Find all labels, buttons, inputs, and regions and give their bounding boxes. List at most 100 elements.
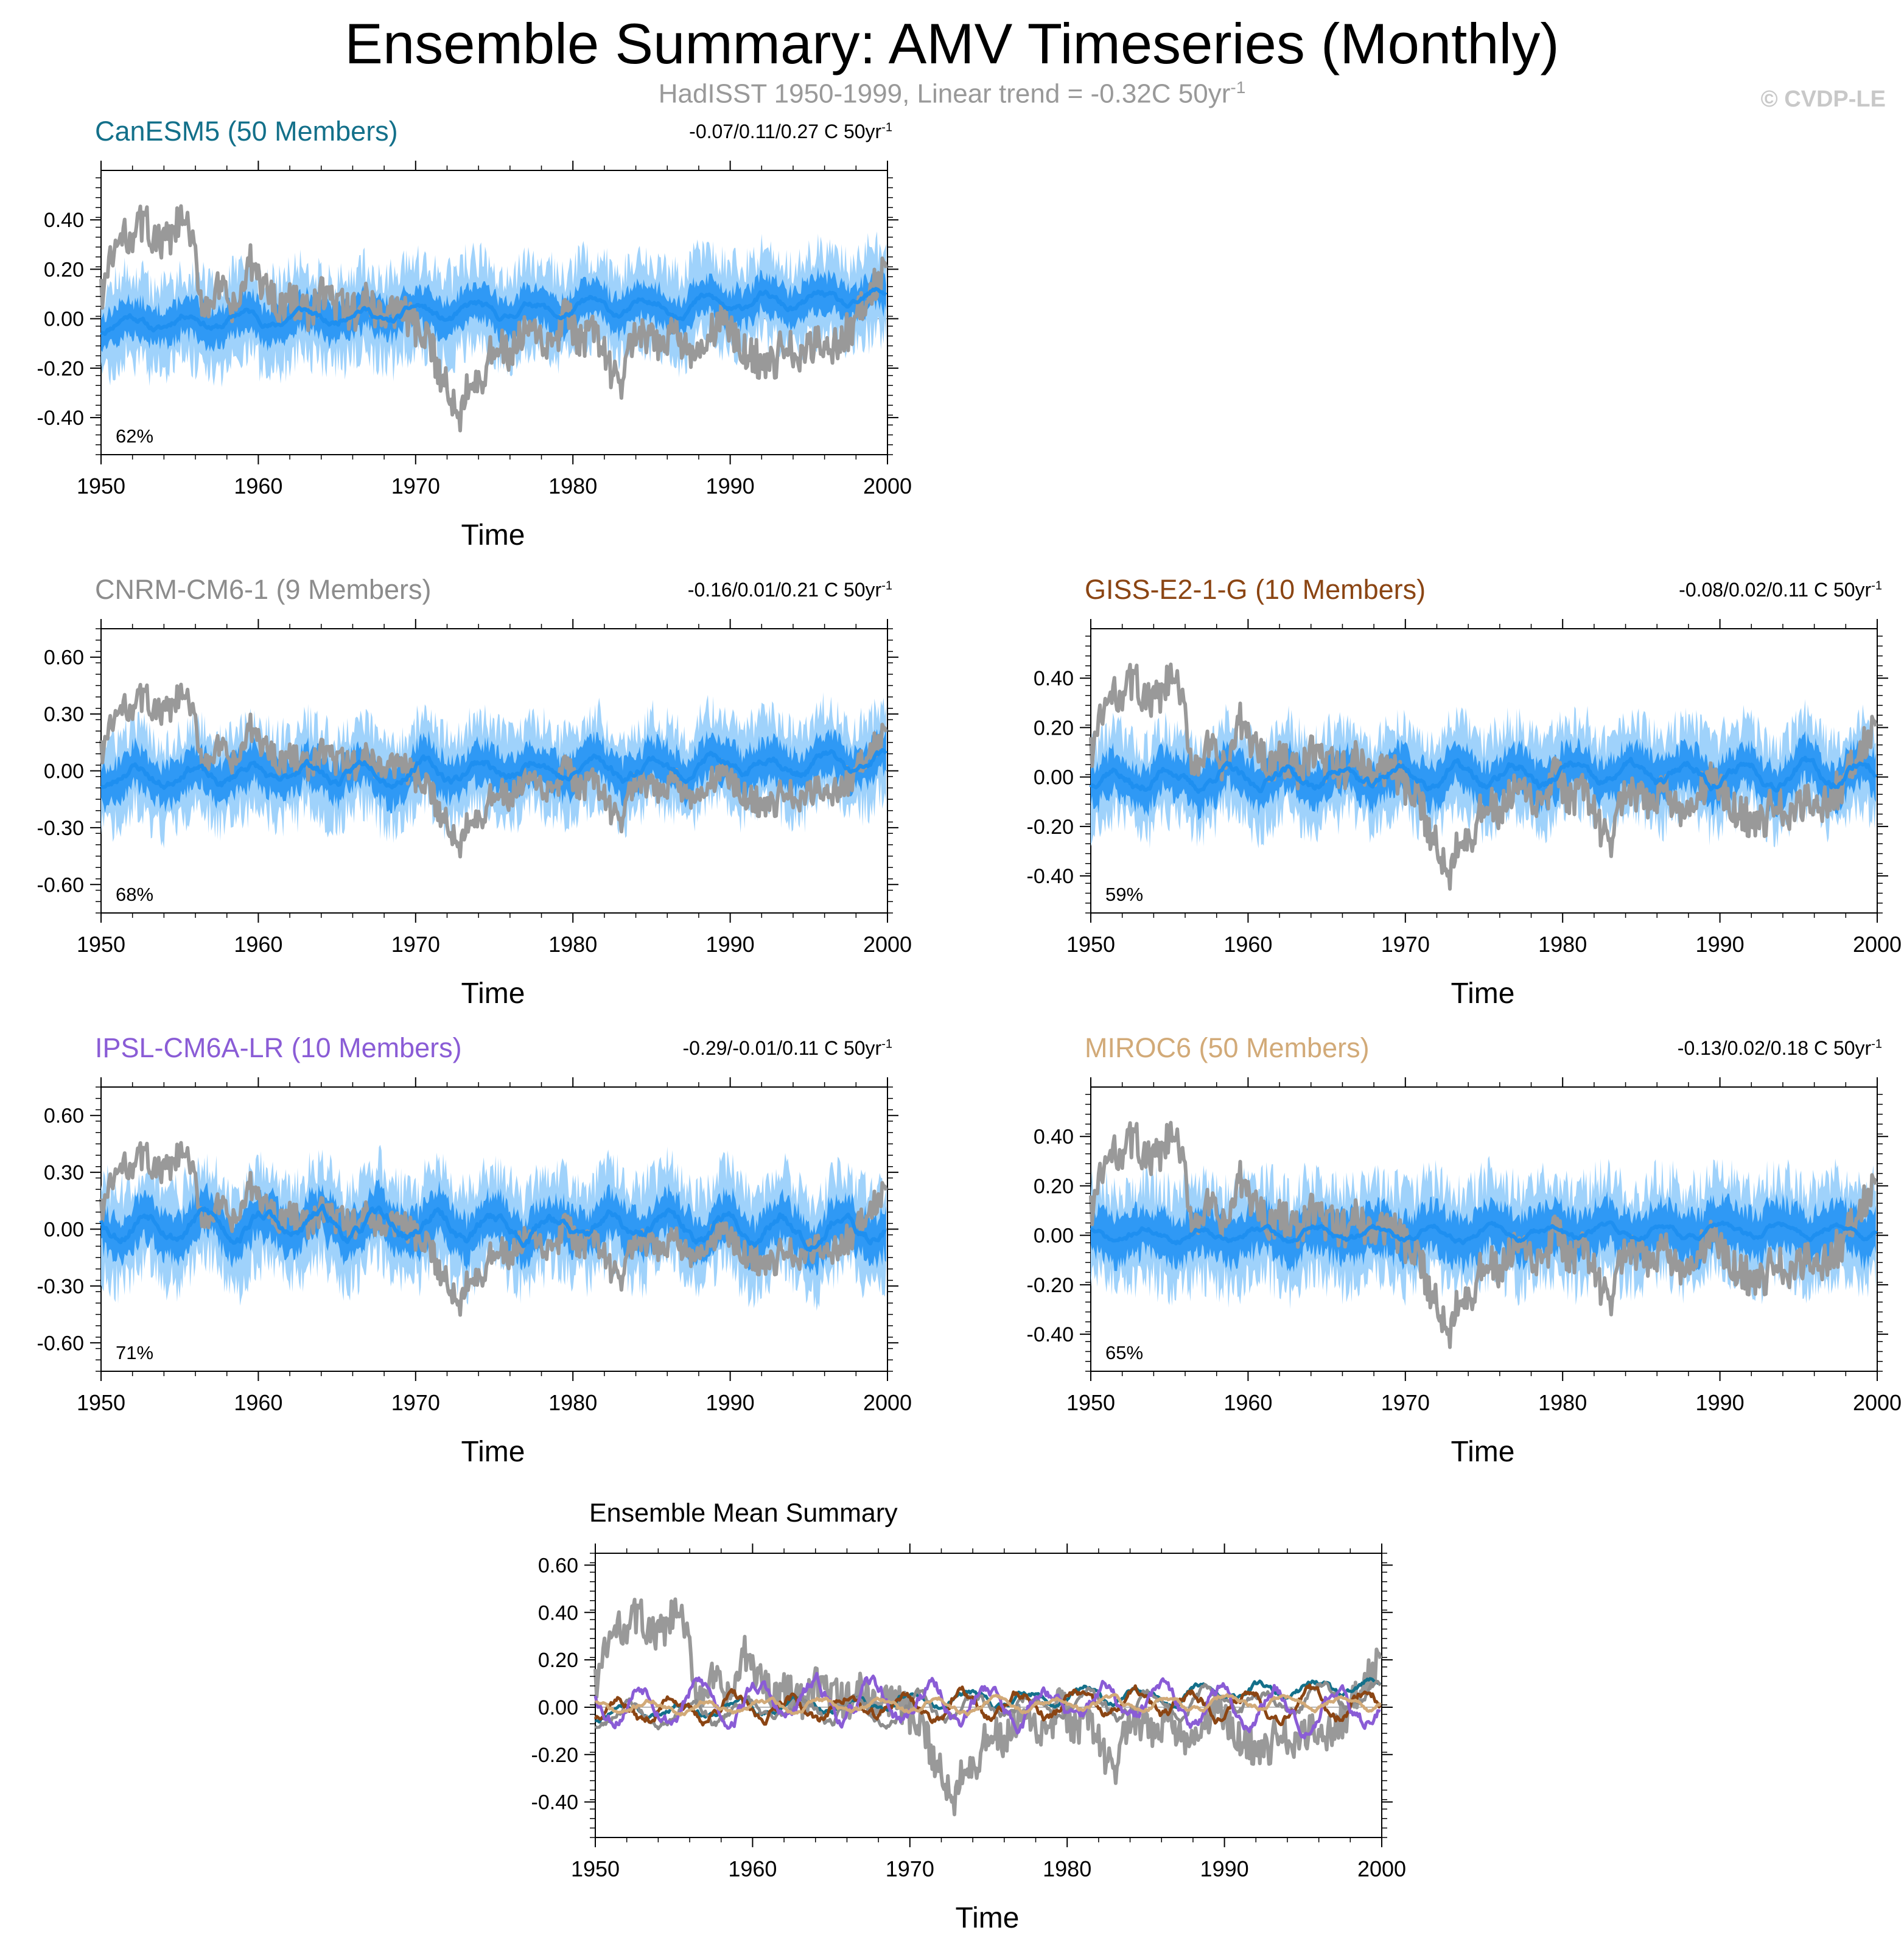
trend-text-cnrm: -0.16/0.01/0.21 C 50yr xyxy=(687,579,882,601)
y-tick-label: -0.40 xyxy=(1027,865,1074,888)
panel-giss: 1950 1960 1970 1980 1990 2000 -0.40 -0.20 0.00 0.… xyxy=(990,574,1904,1012)
y-tick-label: 0.60 xyxy=(44,1105,84,1128)
y-tick-label: 0.00 xyxy=(1034,1225,1074,1248)
trend-text-miroc6: -0.13/0.02/0.18 C 50yr xyxy=(1677,1037,1872,1059)
percent-label: 62% xyxy=(116,425,153,447)
x-tick-label: 1980 xyxy=(548,474,597,498)
x-tick-label: 1990 xyxy=(706,474,755,498)
x-tick-label: 1980 xyxy=(1043,1856,1091,1881)
y-tick-label: 0.00 xyxy=(44,1218,84,1242)
panel-title-giss: GISS-E2-1-G (10 Members) xyxy=(1085,574,1426,605)
trend-exp-miroc6: -1 xyxy=(1871,1037,1882,1051)
x-tick-label: 1970 xyxy=(1381,932,1430,957)
y-tick-label: 0.00 xyxy=(538,1696,578,1719)
trend-text-giss: -0.08/0.02/0.11 C 50yr xyxy=(1679,579,1872,601)
y-tick-label: 0.60 xyxy=(538,1554,578,1577)
panel-title-canesm5: CanESM5 (50 Members) xyxy=(95,116,398,147)
x-tick-label: 1950 xyxy=(77,474,125,498)
y-tick-label: -0.20 xyxy=(1027,1274,1074,1297)
y-tick-label: 0.30 xyxy=(44,1161,84,1184)
percent-label: 59% xyxy=(1105,884,1143,905)
chart-miroc6: 1950 1960 1970 1980 1990 2000 -0.40 -0.20 0.00 0.… xyxy=(1027,1077,1902,1468)
panel-ipsl: 1950 1960 1970 1980 1990 2000 -0.60 -0.30 0.00 0.… xyxy=(0,1032,937,1470)
y-tick-label: 0.00 xyxy=(44,308,84,331)
y-tick-label: -0.40 xyxy=(37,407,85,430)
y-tick-label: 0.20 xyxy=(538,1649,578,1672)
x-tick-label: 1980 xyxy=(548,932,597,957)
x-tick-label: 2000 xyxy=(1853,932,1902,957)
percent-label: 65% xyxy=(1105,1342,1143,1363)
trend-text-canesm5: -0.07/0.11/0.27 C 50yr xyxy=(689,121,882,142)
x-tick-label: 1960 xyxy=(1223,1390,1272,1415)
x-axis-label: Time xyxy=(956,1902,1020,1934)
hadisst-obs-line xyxy=(99,682,888,859)
model-mean-line-ipsl-cm6a-lr xyxy=(593,1671,1381,1739)
y-tick-label: -0.40 xyxy=(1027,1323,1074,1346)
y-tick-label: 0.60 xyxy=(44,646,84,670)
x-tick-label: 1970 xyxy=(886,1856,934,1881)
y-tick-label: -0.40 xyxy=(531,1791,579,1814)
x-tick-label: 1970 xyxy=(391,1390,440,1415)
x-tick-label: 1950 xyxy=(77,932,125,957)
x-tick-label: 1990 xyxy=(1696,932,1745,957)
trend-text-ipsl: -0.29/-0.01/0.11 C 50yr xyxy=(682,1037,882,1059)
y-tick-label: -0.20 xyxy=(531,1744,579,1767)
x-tick-label: 1990 xyxy=(706,932,755,957)
x-axis-label: Time xyxy=(461,977,525,1010)
trend-label-miroc6: -0.13/0.02/0.18 C 50yr-1 xyxy=(1678,1037,1882,1060)
ensemble-mean-line xyxy=(1089,755,1878,794)
y-tick-label: 0.40 xyxy=(44,209,84,232)
percent-label: 68% xyxy=(116,884,153,905)
x-tick-label: 1950 xyxy=(77,1390,125,1415)
hadisst-obs-line xyxy=(99,1141,888,1317)
x-tick-label: 2000 xyxy=(1357,1856,1406,1881)
x-tick-label: 1980 xyxy=(1538,1390,1587,1415)
panel-canesm5: 1950 1960 1970 1980 1990 2000 -0.40 -0.20 0.00 0.… xyxy=(0,116,937,554)
panel-title-summary: Ensemble Mean Summary xyxy=(589,1498,898,1528)
y-tick-label: 0.00 xyxy=(1034,766,1074,789)
cvdp-watermark: © CVDP-LE xyxy=(1760,86,1886,112)
x-tick-label: 1950 xyxy=(571,1856,620,1881)
model-mean-line-canesm5 xyxy=(594,1677,1382,1724)
x-tick-label: 1970 xyxy=(391,474,440,498)
x-tick-label: 1980 xyxy=(1538,932,1587,957)
trend-label-cnrm: -0.16/0.01/0.21 C 50yr-1 xyxy=(688,579,892,601)
panel-ensemble-mean-summary: 1950 1960 1970 1980 1990 2000 -0.40 -0.20 0.00 0.… xyxy=(494,1498,1432,1937)
hadisst-obs-line xyxy=(1089,662,1878,891)
hadisst-obs-line xyxy=(99,204,888,433)
y-tick-label: -0.30 xyxy=(37,1275,85,1298)
subtitle-exponent: -1 xyxy=(1230,78,1246,97)
x-tick-label: 1970 xyxy=(1381,1390,1430,1415)
ensemble-range-inner-band xyxy=(101,1178,886,1276)
x-tick-label: 1970 xyxy=(391,932,440,957)
x-axis-label: Time xyxy=(1451,977,1515,1010)
x-tick-label: 2000 xyxy=(1853,1390,1902,1415)
y-tick-label: -0.20 xyxy=(37,357,85,380)
ensemble-mean-line xyxy=(1090,1220,1878,1246)
x-tick-label: 1990 xyxy=(1200,1856,1249,1881)
x-axis-label: Time xyxy=(461,1436,525,1468)
model-mean-line-giss-e2-1-g xyxy=(593,1683,1382,1727)
ensemble-mean-line xyxy=(99,1203,887,1252)
y-tick-label: -0.20 xyxy=(1027,816,1074,839)
trend-exp-giss: -1 xyxy=(1871,579,1882,593)
chart-giss: 1950 1960 1970 1980 1990 2000 -0.40 -0.20 0.00 0.… xyxy=(1027,619,1902,1010)
trend-exp-ipsl: -1 xyxy=(881,1037,892,1051)
x-tick-label: 1950 xyxy=(1066,1390,1115,1415)
subtitle-text: HadISST 1950-1999, Linear trend = -0.32C… xyxy=(658,79,1231,109)
x-tick-label: 1960 xyxy=(234,932,282,957)
y-tick-label: 0.00 xyxy=(44,760,84,783)
x-tick-label: 1960 xyxy=(234,474,282,498)
x-tick-label: 2000 xyxy=(863,1390,912,1415)
panel-cnrm: 1950 1960 1970 1980 1990 2000 -0.60 -0.30 0.00 0.… xyxy=(0,574,937,1012)
ensemble-mean-line xyxy=(100,748,888,790)
panel-title-miroc6: MIROC6 (50 Members) xyxy=(1085,1032,1370,1063)
chart-canesm5: 1950 1960 1970 1980 1990 2000 -0.40 -0.20 0.00 0.… xyxy=(37,161,912,551)
y-tick-label: 0.30 xyxy=(44,703,84,726)
x-tick-label: 2000 xyxy=(863,474,912,498)
y-tick-label: 0.40 xyxy=(1034,667,1074,690)
trend-exp-canesm5: -1 xyxy=(881,121,892,135)
x-axis-label: Time xyxy=(461,519,525,551)
trend-label-giss: -0.08/0.02/0.11 C 50yr-1 xyxy=(1679,579,1882,601)
model-mean-line-miroc6 xyxy=(594,1693,1382,1717)
